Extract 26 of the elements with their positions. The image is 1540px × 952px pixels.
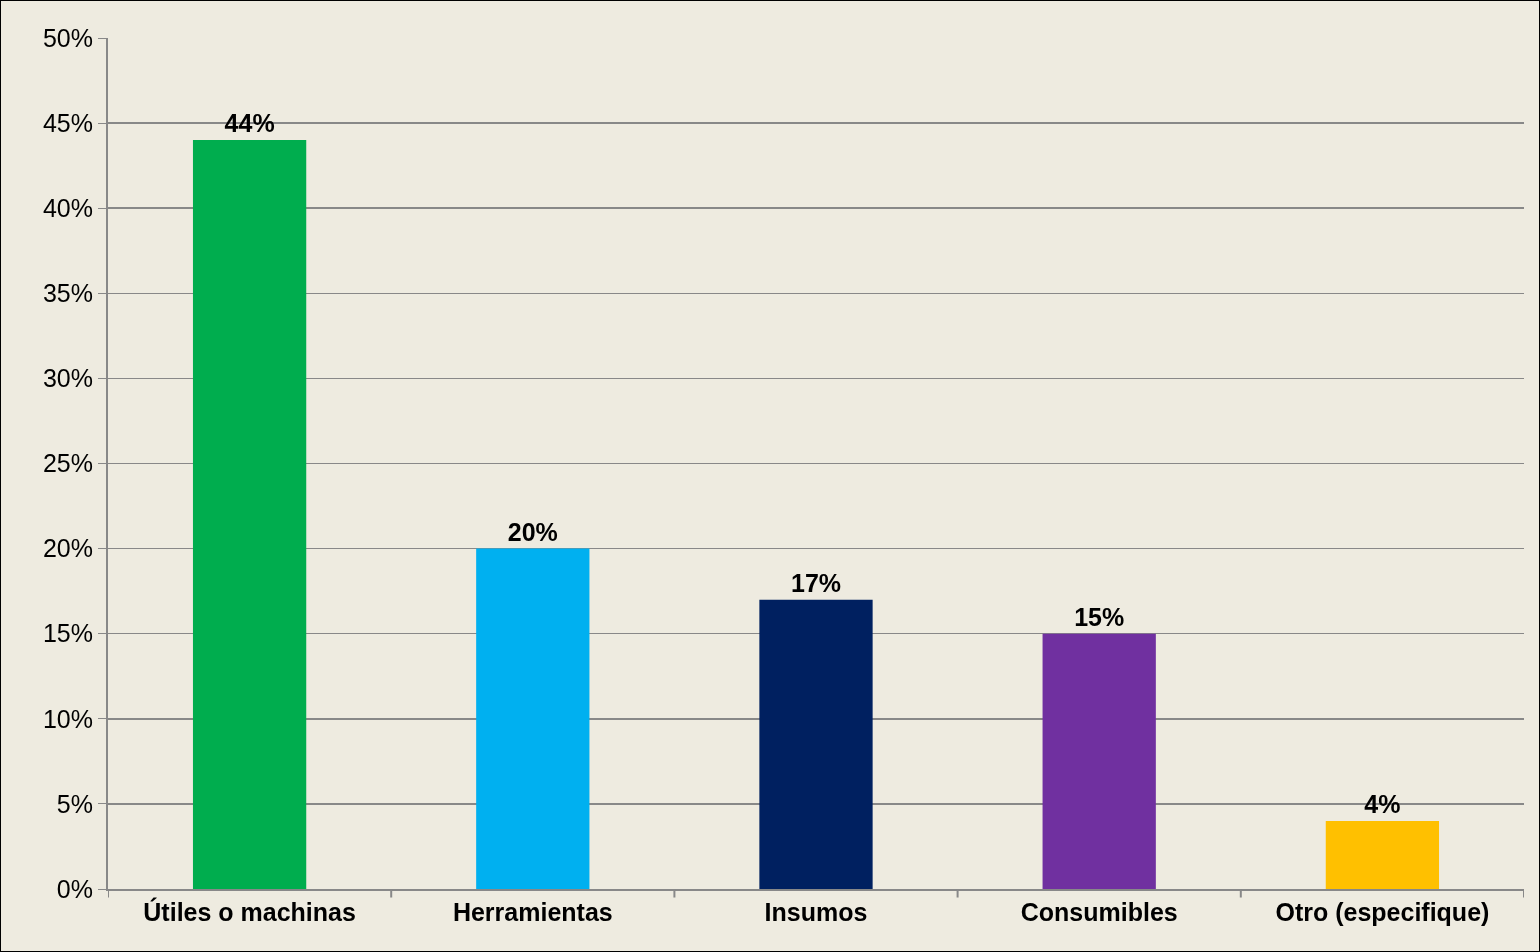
bar: [1042, 633, 1156, 889]
bar: [1325, 820, 1440, 889]
data-label: 44%: [224, 109, 275, 138]
y-tick-label: 35%: [42, 279, 93, 308]
y-tick-label: 45%: [42, 108, 93, 137]
x-tick-label: Otro (especifique): [1275, 898, 1490, 926]
x-tick-label: Útiles o machinas: [143, 897, 356, 926]
bar: [759, 599, 873, 889]
data-label: 20%: [507, 517, 558, 546]
y-tick-label: 30%: [42, 364, 93, 393]
y-tick-label: 50%: [42, 23, 93, 52]
bar: [476, 548, 590, 889]
bar: [192, 140, 307, 889]
x-tick-label: Herramientas: [452, 898, 613, 926]
y-tick-label: 0%: [56, 874, 93, 903]
data-label: 17%: [790, 568, 842, 597]
y-tick-label: 25%: [42, 449, 93, 478]
data-label: 4%: [1364, 789, 1401, 818]
y-tick-label: 15%: [42, 619, 93, 648]
data-label: 15%: [1074, 602, 1125, 631]
x-tick-label: Insumos: [764, 898, 868, 926]
y-tick-label: 10%: [42, 704, 93, 733]
y-tick-label: 20%: [42, 534, 93, 563]
x-tick-label: Consumibles: [1020, 898, 1178, 926]
y-tick-label: 40%: [42, 193, 93, 222]
y-tick-label: 5%: [56, 789, 93, 818]
